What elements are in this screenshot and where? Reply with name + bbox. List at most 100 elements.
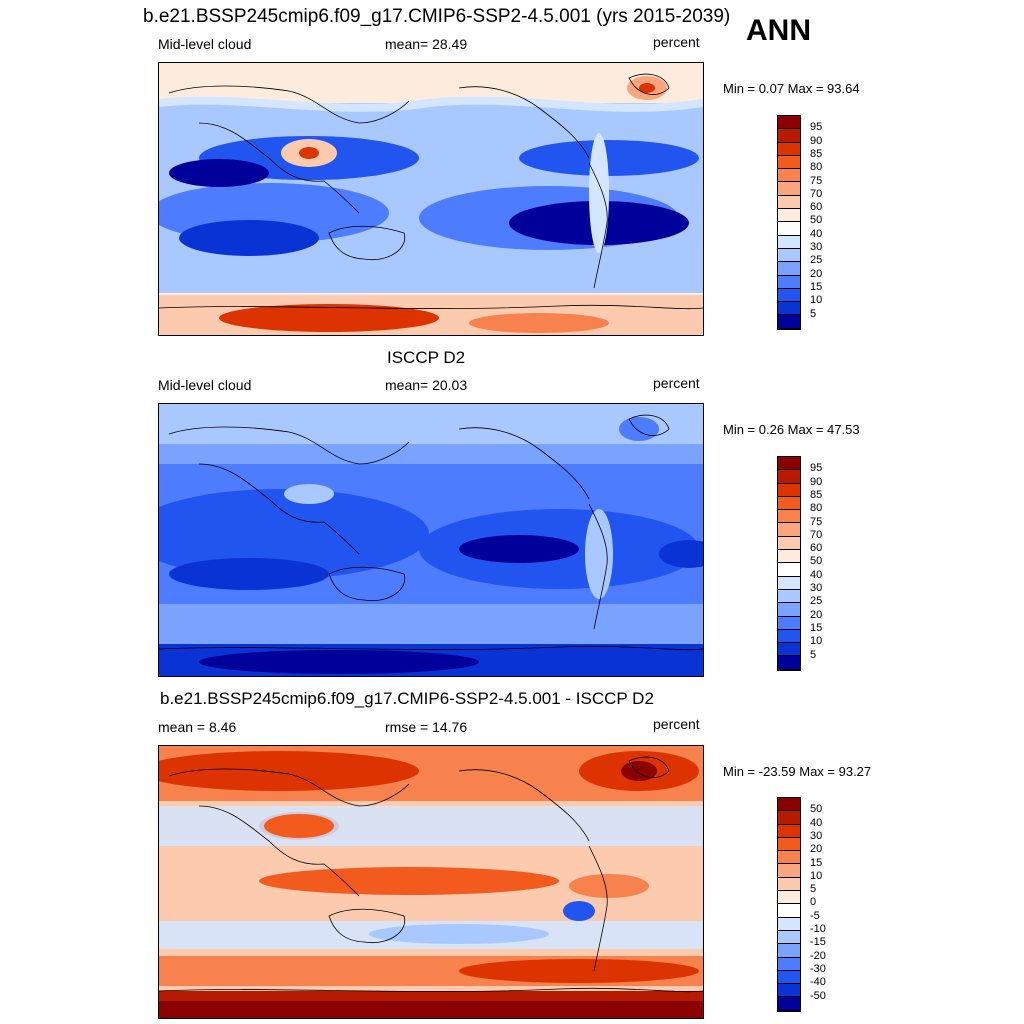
colorbar-tick-label: 50 (810, 803, 823, 816)
colorbar-tick-label: 75 (810, 174, 823, 187)
colorbar-tick-label: -20 (810, 949, 826, 962)
colorbar-swatch (778, 496, 800, 511)
colorbar-tick-label: -40 (810, 976, 826, 989)
colorbar-swatch (778, 603, 800, 617)
panel-1-map (158, 62, 704, 336)
colorbar-tick-label: 85 (810, 147, 823, 160)
colorbar-swatch (778, 970, 800, 985)
colorbar-swatch (778, 288, 800, 303)
colorbar-swatch (778, 957, 800, 971)
figure-title: b.e21.BSSP245cmip6.f09_g17.CMIP6-SSP2-4.… (143, 6, 731, 27)
colorbar-swatch (778, 262, 800, 276)
panel-3-colorbar (777, 797, 801, 1012)
panel-2-title: ISCCP D2 (387, 348, 466, 367)
colorbar-tick-label: 40 (810, 227, 823, 240)
colorbar-swatch (778, 116, 800, 130)
panel-2-map (158, 403, 704, 677)
colorbar-tick-label: 0 (810, 896, 817, 909)
colorbar-swatch (778, 589, 800, 604)
panel-3-map (158, 745, 704, 1019)
colorbar-swatch (778, 195, 800, 210)
colorbar-swatch (778, 457, 800, 471)
colorbar-swatch (778, 536, 800, 551)
colorbar-tick-label: 50 (810, 214, 823, 227)
colorbar-swatch (778, 851, 800, 865)
colorbar-swatch (778, 824, 800, 838)
colorbar-tick-label: 15 (810, 280, 823, 293)
colorbar-tick-label: -5 (810, 909, 820, 922)
colorbar-swatch (778, 129, 800, 143)
colorbar-swatch (778, 315, 800, 329)
colorbar-tick-label: 90 (810, 134, 823, 147)
colorbar-tick-label: 40 (810, 816, 823, 829)
colorbar-swatch (778, 656, 800, 670)
colorbar-swatch (778, 222, 800, 236)
colorbar-swatch (778, 510, 800, 524)
colorbar-swatch (778, 904, 800, 918)
colorbar-tick-label: -15 (810, 936, 826, 949)
panel-3-rmse-label: rmse = 14.76 (385, 719, 468, 735)
colorbar-swatch (778, 182, 800, 196)
colorbar-tick-label: 50 (810, 555, 823, 568)
colorbar-swatch (778, 248, 800, 263)
colorbar-swatch (778, 523, 800, 537)
panel-1-minmax: Min = 0.07 Max = 93.64 (723, 81, 860, 96)
colorbar-tick-label: 25 (810, 254, 823, 267)
colorbar-swatch (778, 930, 800, 945)
colorbar-tick-label: 80 (810, 161, 823, 174)
colorbar-tick-label: 15 (810, 856, 823, 869)
colorbar-swatch (778, 235, 800, 249)
colorbar-tick-label: 40 (810, 568, 823, 581)
colorbar-tick-label: 5 (810, 307, 817, 320)
colorbar-swatch (778, 917, 800, 931)
colorbar-swatch (778, 629, 800, 644)
colorbar-swatch (778, 864, 800, 878)
colorbar-tick-label: -10 (810, 923, 826, 935)
colorbar-tick-label: 5 (810, 648, 817, 661)
colorbar-tick-label: 30 (810, 829, 823, 842)
colorbar-swatch (778, 275, 800, 289)
colorbar-tick-label: 80 (810, 502, 823, 515)
panel-3-minmax: Min = -23.59 Max = 93.27 (723, 764, 872, 779)
colorbar-swatch (778, 984, 800, 998)
panel-2-minmax: Min = 0.26 Max = 47.53 (723, 422, 860, 437)
colorbar-tick-label: 95 (810, 121, 823, 134)
colorbar-swatch (778, 616, 800, 630)
colorbar-swatch (778, 155, 800, 170)
colorbar-tick-label: 20 (810, 608, 823, 621)
colorbar-tick-label: 10 (810, 294, 823, 307)
colorbar-tick-label: 30 (810, 241, 823, 253)
panel-3-map-svg (159, 746, 703, 1018)
colorbar-swatch (778, 837, 800, 852)
colorbar-tick-label: 15 (810, 621, 823, 634)
panel-1-units-label: percent (653, 34, 700, 50)
colorbar-swatch (778, 997, 800, 1011)
colorbar-swatch (778, 209, 800, 223)
panel-3-title: b.e21.BSSP245cmip6.f09_g17.CMIP6-SSP2-4.… (160, 689, 654, 708)
panel-2-variable-label: Mid-level cloud (158, 377, 252, 393)
colorbar-tick-label: 20 (810, 843, 823, 856)
colorbar-swatch (778, 550, 800, 564)
colorbar-swatch (778, 169, 800, 183)
colorbar-swatch (778, 643, 800, 657)
panel-1-map-svg (159, 63, 703, 335)
colorbar-tick-label: 75 (810, 515, 823, 528)
colorbar-tick-label: 5 (810, 883, 817, 896)
colorbar-tick-label: -30 (810, 962, 826, 975)
panel-2-units-label: percent (653, 375, 700, 391)
colorbar-swatch (778, 302, 800, 316)
colorbar-swatch (778, 563, 800, 577)
colorbar-tick-label: 70 (810, 528, 823, 541)
colorbar-swatch (778, 811, 800, 825)
colorbar-tick-label: 60 (810, 542, 823, 555)
colorbar-swatch (778, 142, 800, 156)
panel-2-colorbar (777, 456, 801, 671)
colorbar-swatch (778, 470, 800, 484)
colorbar-swatch (778, 576, 800, 590)
colorbar-tick-label: 85 (810, 488, 823, 501)
colorbar-tick-label: 20 (810, 267, 823, 280)
panel-2-mean-label: mean= 20.03 (385, 377, 468, 393)
colorbar-swatch (778, 483, 800, 497)
panel-3-units-label: percent (653, 716, 700, 732)
colorbar-tick-label: 70 (810, 187, 823, 200)
